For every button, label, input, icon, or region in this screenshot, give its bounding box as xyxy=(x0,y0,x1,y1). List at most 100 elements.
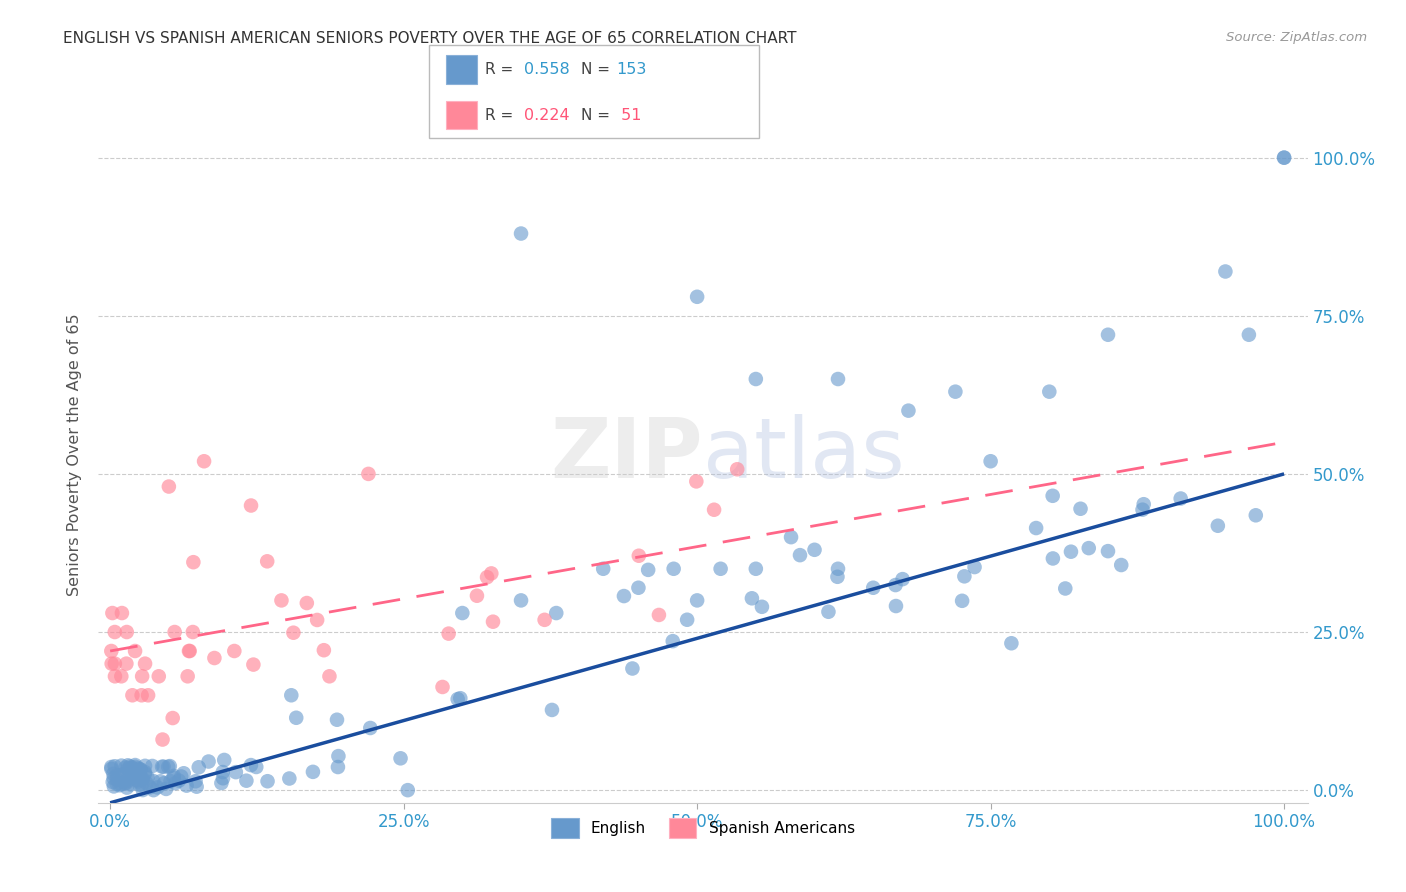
Point xyxy=(148,669,170,683)
Point xyxy=(432,680,454,694)
Point xyxy=(124,760,146,774)
Point xyxy=(884,599,907,613)
Point xyxy=(648,607,671,622)
Point xyxy=(115,780,138,795)
Point xyxy=(312,643,335,657)
Point xyxy=(676,613,699,627)
Point xyxy=(209,776,232,790)
Point xyxy=(1170,491,1192,506)
Point xyxy=(124,644,146,658)
Point xyxy=(105,769,128,783)
Point xyxy=(283,625,305,640)
Point xyxy=(1000,636,1022,650)
Point xyxy=(613,589,636,603)
Point xyxy=(142,783,165,797)
Point xyxy=(128,769,150,783)
Point xyxy=(131,772,153,786)
Point xyxy=(134,765,156,780)
Point xyxy=(153,776,176,790)
Point xyxy=(891,572,914,586)
Text: R =: R = xyxy=(485,62,519,77)
Point xyxy=(1097,544,1119,558)
Point xyxy=(479,566,502,581)
Point xyxy=(285,711,308,725)
Point xyxy=(103,767,125,781)
Point xyxy=(278,772,301,786)
Point xyxy=(546,606,568,620)
Point xyxy=(110,669,132,683)
Point xyxy=(897,403,920,417)
Point xyxy=(120,777,142,791)
Point xyxy=(1109,558,1132,572)
Point xyxy=(1038,384,1060,399)
Point xyxy=(114,776,136,790)
Point xyxy=(134,766,156,780)
Point xyxy=(121,769,143,783)
Point xyxy=(152,732,174,747)
Text: 0.558: 0.558 xyxy=(524,62,571,77)
Point xyxy=(245,760,267,774)
Point xyxy=(177,644,200,658)
Point xyxy=(101,775,124,789)
Point xyxy=(745,562,768,576)
Point xyxy=(817,605,839,619)
Point xyxy=(114,761,136,775)
Point xyxy=(134,759,156,773)
Point xyxy=(104,625,127,640)
Point xyxy=(103,771,125,785)
Point xyxy=(1077,541,1099,555)
Point xyxy=(235,773,257,788)
Point xyxy=(1132,502,1154,516)
Point xyxy=(1054,582,1077,596)
Point xyxy=(103,780,125,794)
Point xyxy=(827,562,849,576)
Point xyxy=(117,758,139,772)
Point xyxy=(100,760,122,774)
Point xyxy=(146,780,169,795)
Point xyxy=(193,454,215,468)
Point xyxy=(111,768,134,782)
Point xyxy=(117,762,139,776)
Point xyxy=(121,771,143,785)
Point xyxy=(184,774,207,789)
Point xyxy=(117,773,139,788)
Point xyxy=(1025,521,1047,535)
Point xyxy=(179,644,201,658)
Point xyxy=(780,530,803,544)
Text: atlas: atlas xyxy=(703,415,904,495)
Point xyxy=(212,771,235,785)
Point xyxy=(447,692,470,706)
Point xyxy=(128,778,150,792)
Point xyxy=(224,644,246,658)
Point xyxy=(104,657,127,671)
Point xyxy=(131,772,153,786)
Point xyxy=(125,769,148,783)
Point xyxy=(627,581,650,595)
Point xyxy=(302,764,325,779)
Point xyxy=(1215,264,1237,278)
Point xyxy=(945,384,967,399)
Point xyxy=(127,774,149,789)
Point xyxy=(686,593,709,607)
Point xyxy=(475,570,498,584)
Text: ENGLISH VS SPANISH AMERICAN SENIORS POVERTY OVER THE AGE OF 65 CORRELATION CHART: ENGLISH VS SPANISH AMERICAN SENIORS POVE… xyxy=(63,31,797,46)
Point xyxy=(703,502,725,516)
Point xyxy=(131,688,153,702)
Point xyxy=(163,625,186,640)
Point xyxy=(827,372,849,386)
Point xyxy=(131,669,153,683)
Point xyxy=(827,570,849,584)
Point xyxy=(980,454,1002,468)
Point xyxy=(110,758,132,772)
Text: R =: R = xyxy=(485,108,519,122)
Y-axis label: Seniors Poverty Over the Age of 65: Seniors Poverty Over the Age of 65 xyxy=(67,314,83,596)
Point xyxy=(136,771,159,785)
Point xyxy=(1070,501,1092,516)
Point xyxy=(157,479,180,493)
Point xyxy=(621,661,644,675)
Point xyxy=(725,462,748,476)
Point xyxy=(124,758,146,772)
Point xyxy=(129,762,152,776)
Point xyxy=(318,669,340,683)
Point xyxy=(533,613,555,627)
